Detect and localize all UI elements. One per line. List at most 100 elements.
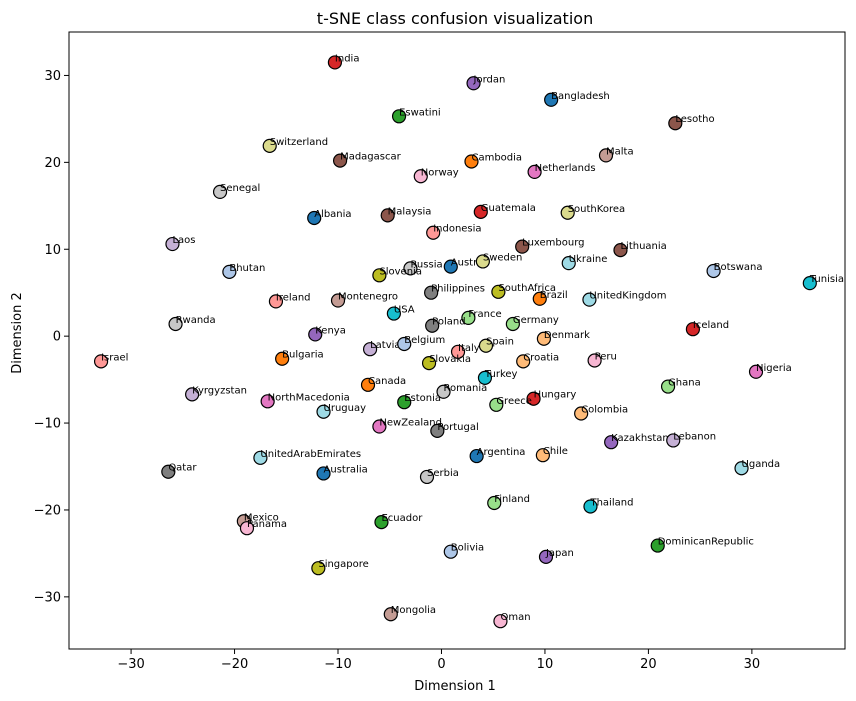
point-malaysia: Malaysia xyxy=(380,206,431,223)
data-point-label: Bulgaria xyxy=(282,350,323,361)
point-ukraine: Ukraine xyxy=(561,254,608,271)
data-point-marker xyxy=(666,433,681,448)
data-point-marker xyxy=(239,521,255,536)
point-unitedkingdom: UnitedKingdom xyxy=(582,291,667,307)
data-point-label: Thailand xyxy=(589,497,633,508)
data-point-label: Qatar xyxy=(168,463,197,474)
point-singapore: Singapore xyxy=(311,559,369,576)
data-point-marker xyxy=(466,76,481,91)
data-point-marker xyxy=(268,294,284,309)
data-point-label: UnitedArabEmirates xyxy=(260,449,361,460)
data-point-marker xyxy=(430,423,445,438)
point-belgium: Belgium xyxy=(397,335,445,352)
point-argentina: Argentina xyxy=(469,447,525,464)
data-point-marker xyxy=(362,342,378,357)
data-point-marker xyxy=(222,264,237,279)
data-point-label: Brazil xyxy=(540,290,568,301)
data-point-marker xyxy=(505,316,520,332)
data-point-label: Nigeria xyxy=(756,363,792,374)
point-russia: Russia xyxy=(403,259,443,276)
point-estonia: Estonia xyxy=(397,393,441,410)
data-point-marker xyxy=(544,92,559,107)
point-lithuania: Lithuania xyxy=(613,241,667,258)
point-iceland: Iceland xyxy=(685,320,729,337)
data-point-marker xyxy=(734,461,749,476)
data-point-marker xyxy=(532,291,547,306)
point-bangladesh: Bangladesh xyxy=(544,91,610,107)
data-point-label: Laos xyxy=(172,235,195,246)
data-point-marker xyxy=(403,261,418,276)
data-point-label: Ukraine xyxy=(569,254,608,265)
data-point-marker xyxy=(424,285,439,300)
y-tick-label: 10 xyxy=(44,243,61,258)
point-italy: Italy xyxy=(450,343,480,359)
point-chile: Chile xyxy=(535,446,568,463)
chart-title: t-SNE class confusion visualization xyxy=(317,9,593,28)
data-point-marker xyxy=(383,607,398,622)
data-point-label: SouthAfrica xyxy=(498,283,556,294)
point-laos: Laos xyxy=(165,235,195,252)
data-point-label: Latvia xyxy=(370,340,400,351)
data-point-label: Senegal xyxy=(220,183,260,194)
data-point-marker xyxy=(372,419,387,434)
data-point-marker xyxy=(535,448,550,463)
data-point-marker xyxy=(316,466,331,481)
data-point-label: NorthMacedonia xyxy=(268,392,350,403)
data-point-label: Slovakia xyxy=(429,354,471,365)
data-point-marker xyxy=(360,377,376,392)
point-germany: Germany xyxy=(505,315,559,332)
plot-area xyxy=(68,31,846,650)
data-point-label: Philippines xyxy=(431,284,485,295)
x-tick-label: 10 xyxy=(537,657,554,672)
data-point-label: Lesotho xyxy=(675,114,714,125)
point-kazakhstan: Kazakhstan xyxy=(604,433,669,450)
point-canada: Canada xyxy=(360,376,406,392)
point-australia: Australia xyxy=(316,464,368,481)
data-point-marker xyxy=(473,204,488,219)
data-point-marker xyxy=(380,208,395,223)
point-japan: Japan xyxy=(538,548,574,564)
data-point-marker xyxy=(574,406,589,421)
data-point-label: Norway xyxy=(421,167,459,178)
data-point-marker xyxy=(560,205,575,220)
point-thailand: Thailand xyxy=(583,497,633,514)
data-point-marker xyxy=(386,306,401,321)
data-point-label: Turkey xyxy=(484,369,518,380)
point-southafrica: SouthAfrica xyxy=(491,283,556,299)
point-kyrgyzstan: Kyrgyzstan xyxy=(185,385,247,402)
point-cambodia: Cambodia xyxy=(464,152,522,169)
point-mongolia: Mongolia xyxy=(383,605,436,622)
data-point-marker xyxy=(685,322,701,337)
data-point-label: Serbia xyxy=(427,468,459,479)
data-point-marker xyxy=(397,336,412,352)
data-point-label: Peru xyxy=(595,351,617,362)
point-philippines: Philippines xyxy=(424,284,485,300)
point-bulgaria: Bulgaria xyxy=(275,350,324,366)
point-qatar: Qatar xyxy=(161,463,197,479)
data-point-label: Madagascar xyxy=(340,152,402,163)
data-point-label: NewZealand xyxy=(379,418,442,429)
data-point-marker xyxy=(443,544,458,559)
y-tick-label: 0 xyxy=(53,330,61,345)
point-eswatini: Eswatini xyxy=(391,107,441,124)
data-point-marker xyxy=(477,370,493,385)
data-point-marker xyxy=(461,310,476,326)
data-point-marker xyxy=(478,338,494,353)
data-point-label: Iceland xyxy=(693,320,729,331)
point-southkorea: SouthKorea xyxy=(560,204,625,220)
data-point-marker xyxy=(493,614,508,629)
data-point-marker xyxy=(308,327,323,342)
point-panama: Panama xyxy=(239,519,287,536)
data-point-marker xyxy=(582,292,597,307)
y-tick-label: −30 xyxy=(34,590,61,605)
data-point-label: Eswatini xyxy=(399,107,441,118)
point-senegal: Senegal xyxy=(212,183,260,199)
data-point-label: USA xyxy=(394,305,415,316)
data-point-label: Tunisia xyxy=(809,274,844,285)
data-point-marker xyxy=(536,331,552,346)
data-point-marker xyxy=(538,549,554,564)
point-bolivia: Bolivia xyxy=(443,543,484,559)
data-point-label: Singapore xyxy=(318,559,368,570)
data-point-label: DominicanRepublic xyxy=(658,537,754,548)
